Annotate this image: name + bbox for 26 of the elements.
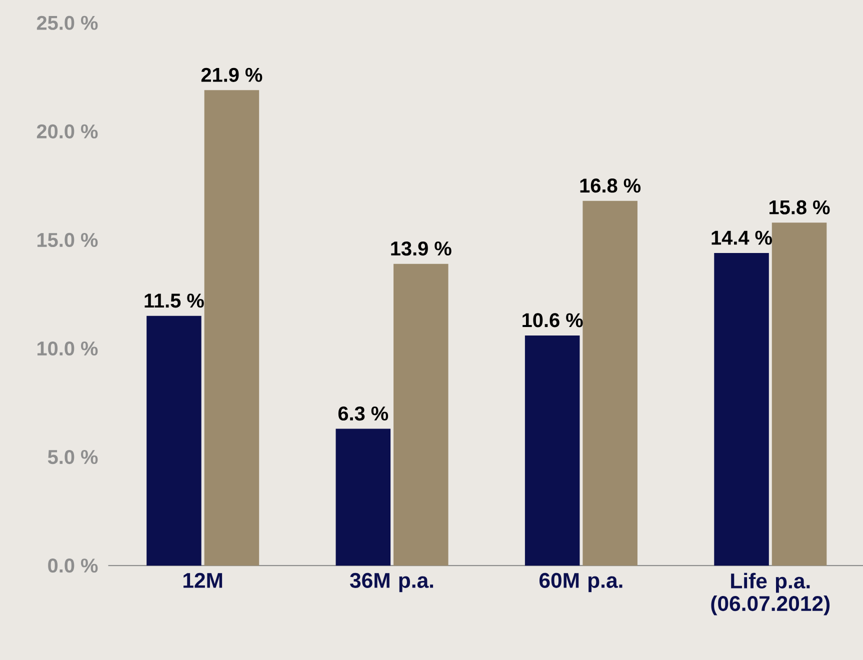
bar: [714, 252, 769, 566]
y-tick-label: 20.0 %: [36, 124, 98, 138]
bar: [524, 335, 580, 566]
data-label: 13.9 %: [391, 241, 452, 256]
bar: [204, 90, 260, 566]
bar: [772, 222, 827, 566]
y-tick-label: 5.0 %: [48, 450, 98, 464]
bar: [582, 200, 638, 566]
y-tick-label: 0.0 %: [48, 558, 98, 573]
bar: [336, 428, 391, 566]
y-tick-label: 10.0 %: [37, 341, 98, 356]
data-label: 15.8 %: [770, 200, 830, 214]
bar: [394, 264, 448, 566]
bar: [146, 316, 202, 566]
data-label: 11.5 %: [144, 294, 204, 308]
x-tick-label: Life p.a. (06.07.2012): [711, 572, 830, 616]
data-label: 6.3 %: [338, 406, 388, 421]
y-tick-label: 15.0 %: [37, 232, 98, 247]
data-label: 21.9 %: [201, 68, 262, 82]
y-tick-label: 25.0 %: [36, 16, 98, 30]
data-label: 14.4 %: [712, 230, 772, 245]
x-tick-label: 36M p.a.: [350, 572, 434, 592]
x-tick-label: 60M p.a.: [539, 572, 622, 592]
x-tick-label: 12M: [184, 572, 222, 588]
data-label: 16.8 %: [580, 178, 641, 193]
data-label: 10.6 %: [522, 313, 583, 328]
